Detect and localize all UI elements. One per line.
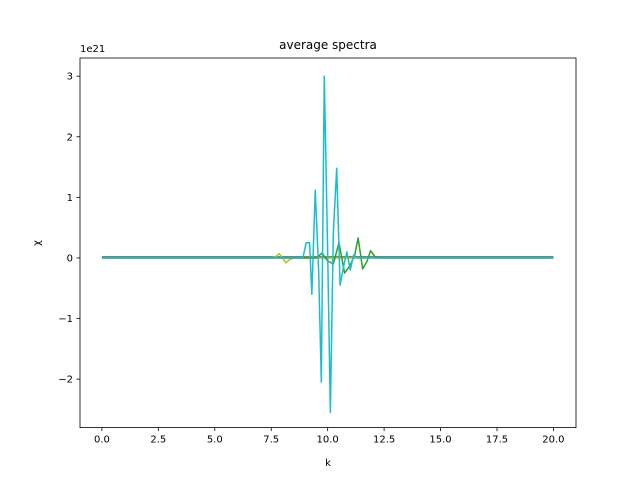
y-ticks: −2 −1 0 1 2 3: [58, 72, 80, 386]
y-tick-label: −2: [58, 375, 73, 386]
x-tick-label: 2.5: [150, 435, 166, 446]
chart-title: average spectra: [279, 38, 377, 52]
x-tick-label: 10.0: [317, 435, 339, 446]
series-layer: [101, 75, 554, 414]
y-tick-label: −1: [58, 314, 73, 325]
x-tick-label: 7.5: [263, 435, 279, 446]
x-tick-label: 5.0: [207, 435, 223, 446]
x-tick-label: 15.0: [429, 435, 451, 446]
x-tick-label: 17.5: [486, 435, 508, 446]
x-ticks: 0.0 2.5 5.0 7.5 10.0 12.5 15.0 17.5 20.0: [94, 427, 565, 446]
y-tick-label: 1: [67, 193, 73, 204]
y-tick-label: 2: [67, 132, 73, 143]
y-tick-label: 0: [67, 253, 73, 264]
series-line-3: [101, 75, 554, 414]
y-axis-label: χ: [32, 240, 43, 246]
x-tick-label: 0.0: [94, 435, 110, 446]
x-tick-label: 12.5: [373, 435, 395, 446]
y-offset-text: 1e21: [80, 44, 105, 55]
x-tick-label: 20.0: [542, 435, 564, 446]
x-axis-label: k: [325, 458, 331, 469]
y-tick-label: 3: [67, 72, 73, 83]
